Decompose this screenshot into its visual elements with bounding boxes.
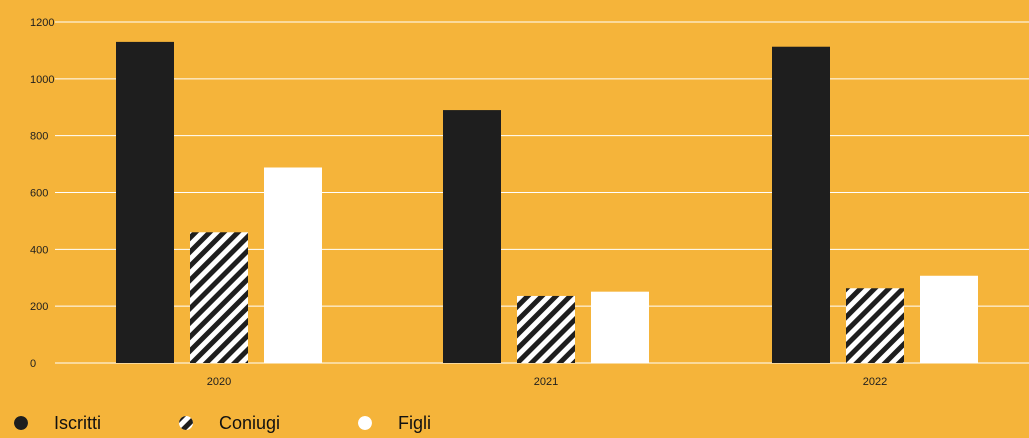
legend-label-figli: Figli bbox=[398, 412, 432, 433]
y-tick-label: 400 bbox=[30, 244, 48, 256]
bar-coniugi-2022 bbox=[846, 288, 904, 363]
legend: Iscritti Coniugi Figli bbox=[0, 408, 495, 438]
striped-circle-icon bbox=[179, 416, 193, 430]
bar-coniugi-2020 bbox=[190, 232, 248, 363]
y-tick-label: 600 bbox=[30, 188, 48, 200]
y-axis-ticks: 0 200 400 600 800 1000 1200 bbox=[30, 17, 54, 370]
legend-item-coniugi: Coniugi bbox=[179, 413, 280, 434]
y-tick-label: 800 bbox=[30, 131, 48, 143]
bar-figli-2020 bbox=[264, 167, 322, 363]
solid-dark-circle-icon bbox=[14, 416, 28, 430]
bar-iscritti-2022 bbox=[772, 46, 830, 363]
bar-iscritti-2020 bbox=[116, 41, 174, 364]
bar-coniugi-2021 bbox=[517, 295, 575, 363]
bar-chart: 0 200 400 600 800 1000 1200 2020 2021 2022 bbox=[30, 17, 1029, 388]
y-tick-label: 200 bbox=[30, 301, 48, 313]
white-circle-icon bbox=[358, 416, 373, 430]
x-tick-label-2022: 2022 bbox=[863, 376, 887, 388]
x-tick-label-2020: 2020 bbox=[207, 376, 231, 388]
bar-iscritti-2021 bbox=[443, 110, 501, 363]
legend-item-iscritti: Iscritti bbox=[14, 413, 101, 434]
y-tick-label: 1000 bbox=[30, 74, 54, 86]
bar-figli-2021 bbox=[591, 291, 649, 363]
y-tick-label: 1200 bbox=[30, 17, 54, 29]
x-axis-ticks: 2020 2021 2022 bbox=[207, 376, 887, 388]
bar-figli-2022 bbox=[920, 275, 978, 363]
legend-label-coniugi: Coniugi bbox=[219, 412, 281, 433]
y-tick-label: 0 bbox=[30, 358, 36, 370]
legend-item-figli: Figli bbox=[358, 413, 431, 434]
bars bbox=[116, 41, 978, 364]
x-tick-label-2021: 2021 bbox=[534, 376, 558, 388]
legend-label-iscritti: Iscritti bbox=[54, 412, 101, 433]
